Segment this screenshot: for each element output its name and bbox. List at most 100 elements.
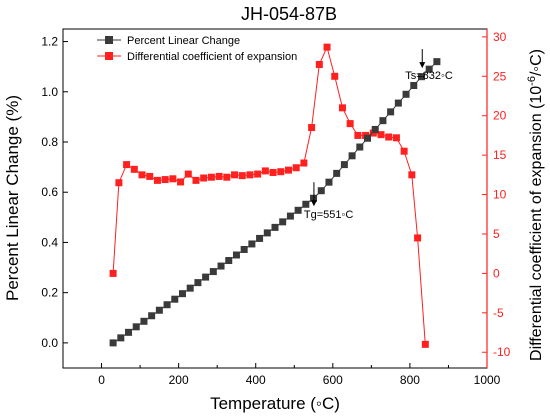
right-y-axis-label: Differential coefficient of expansion (1…: [526, 49, 545, 361]
percent-linear-change-point: [140, 317, 148, 325]
left-y-tick-label: 0.2: [41, 286, 58, 300]
differential-coefficient-point: [414, 234, 422, 242]
differential-coefficient-point: [377, 131, 385, 139]
legend-label-series1: Percent Linear Change: [127, 35, 240, 47]
right-y-axis-label-prefix: Differential coefficient of expansion (1…: [528, 86, 545, 361]
right-y-tick-label: 30: [493, 30, 507, 44]
left-y-axis-ticks: 0.0 0.2 0.4 0.6 0.8 1.0 1.2: [41, 35, 68, 350]
x-tick-label: 200: [169, 373, 189, 387]
percent-linear-change-point: [325, 178, 333, 186]
percent-linear-change-point: [348, 152, 356, 160]
differential-coefficient-point: [254, 170, 262, 178]
differential-coefficient-point: [153, 176, 161, 184]
differential-coefficient-point: [338, 104, 346, 112]
right-y-axis-label-suffix: /◦C): [528, 49, 545, 76]
x-tick-label: 800: [400, 373, 420, 387]
right-y-tick-label: 20: [493, 109, 507, 123]
differential-coefficient-point: [261, 167, 269, 175]
percent-linear-change-point: [410, 82, 418, 89]
percent-linear-change-point: [256, 234, 264, 242]
percent-linear-change-point: [178, 290, 186, 298]
left-y-tick-label: 0.8: [41, 135, 58, 149]
x-tick-label: 1000: [474, 373, 501, 387]
x-tick-label: 0: [98, 373, 105, 387]
right-y-tick-label: 25: [493, 69, 507, 83]
percent-linear-change-point: [125, 328, 133, 336]
differential-coefficient-point: [177, 178, 185, 186]
legend-marker-series2: [105, 52, 113, 60]
percent-linear-change-point: [394, 99, 402, 107]
differential-coefficient-point: [284, 166, 292, 174]
percent-linear-change-point: [186, 284, 194, 292]
percent-linear-change-point: [209, 268, 217, 276]
percent-linear-change-point: [317, 187, 325, 195]
series-differential-coefficient: [109, 43, 429, 348]
percent-linear-change-point: [417, 73, 425, 81]
annotations: Ts=832◦C Tg=551◦C: [304, 49, 453, 221]
x-tick-label: 600: [323, 373, 343, 387]
legend-marker-series1: [105, 36, 113, 44]
x-axis-ticks: 0 200 400 600 800 1000: [62, 363, 501, 387]
differential-coefficient-point: [161, 176, 169, 184]
percent-linear-change-point: [333, 169, 341, 177]
differential-coefficient-point: [315, 60, 323, 68]
differential-coefficient-point: [238, 172, 246, 180]
differential-coefficient-point: [223, 173, 231, 181]
percent-linear-change-point: [433, 58, 441, 66]
legend: Percent Linear Change Differential coeff…: [97, 35, 297, 63]
right-y-axis-label-exponent: -6: [526, 76, 538, 86]
differential-coefficient-point: [323, 43, 331, 51]
left-y-axis-label: Percent Linear Change (%): [3, 95, 22, 301]
percent-linear-change-point: [387, 108, 395, 116]
percent-linear-change-point: [279, 218, 287, 226]
left-y-tick-label: 1.0: [41, 85, 58, 99]
percent-linear-change-point: [225, 257, 233, 265]
right-y-tick-label: 15: [493, 148, 507, 162]
ts-annotation-label: Ts=832◦C: [405, 70, 453, 82]
differential-coefficient-point: [300, 159, 308, 167]
percent-linear-change-point: [194, 279, 202, 287]
x-axis-label: Temperature (◦C): [210, 394, 340, 413]
right-y-tick-label: 5: [493, 227, 500, 241]
right-y-tick-label: 0: [493, 266, 500, 280]
percent-linear-change-point: [155, 306, 163, 314]
chart-title: JH-054-87B: [241, 4, 337, 24]
left-y-tick-label: 1.2: [41, 35, 58, 49]
tg-arrow-head: [310, 200, 317, 207]
percent-linear-change-point: [294, 206, 302, 214]
right-y-tick-label: -5: [493, 306, 504, 320]
differential-coefficient-point: [385, 133, 393, 141]
percent-linear-change-point: [240, 245, 248, 253]
differential-coefficient-line: [112, 45, 426, 345]
right-y-axis-ticks: -10 -5 0 5 10 15 20 25 30: [482, 30, 511, 359]
left-y-tick-label: 0.0: [41, 336, 58, 350]
differential-coefficient-point: [207, 173, 215, 181]
left-y-tick-label: 0.4: [41, 235, 58, 249]
differential-coefficient-point: [292, 164, 300, 172]
x-tick-label: 400: [246, 373, 266, 387]
differential-coefficient-point: [392, 134, 400, 142]
differential-coefficient-point: [130, 165, 138, 173]
left-y-tick-label: 0.6: [41, 185, 58, 199]
percent-linear-change-point: [379, 117, 387, 125]
differential-coefficient-point: [246, 171, 254, 179]
percent-linear-change-point: [402, 90, 410, 98]
differential-coefficient-point: [231, 171, 239, 179]
percent-linear-change-point: [340, 161, 348, 169]
percent-linear-change-line: [112, 61, 438, 344]
percent-linear-change-point: [356, 143, 364, 151]
percent-linear-change-point: [364, 134, 372, 142]
differential-coefficient-point: [308, 124, 316, 132]
differential-coefficient-point: [169, 175, 177, 183]
percent-linear-change-point: [132, 323, 140, 331]
differential-coefficient-point: [109, 269, 117, 277]
tg-annotation-label: Tg=551◦C: [304, 209, 354, 221]
differential-coefficient-point: [331, 72, 339, 80]
right-y-tick-label: -10: [493, 345, 511, 359]
percent-linear-change-point: [171, 295, 179, 303]
differential-coefficient-point: [200, 174, 208, 182]
ts-arrow-head: [419, 62, 426, 69]
differential-coefficient-point: [146, 172, 154, 180]
percent-linear-change-point: [302, 200, 310, 208]
